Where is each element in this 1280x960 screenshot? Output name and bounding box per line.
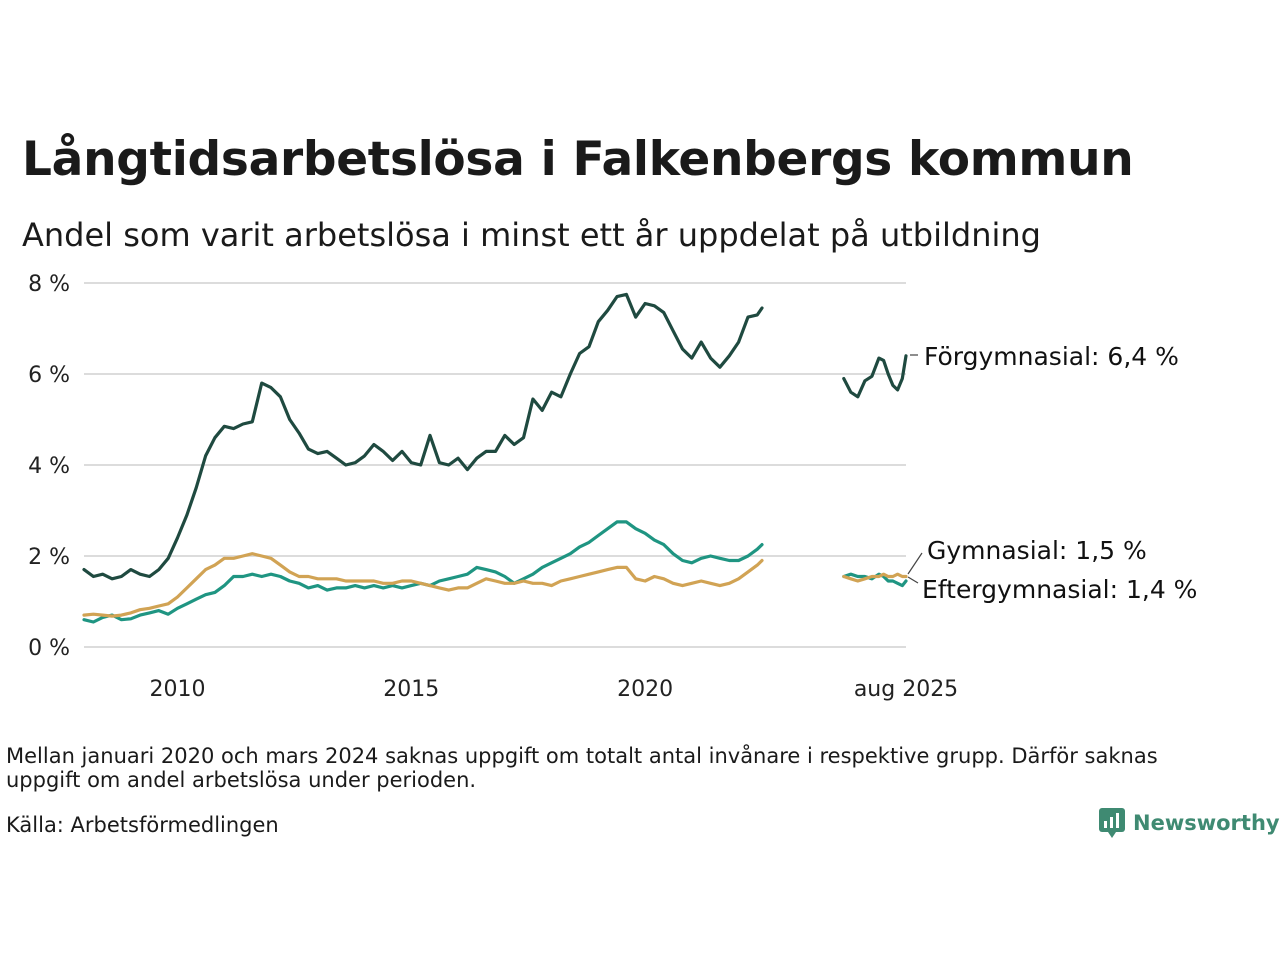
series-line-förgymnasial-1 xyxy=(842,354,908,399)
y-tick-label: 6 % xyxy=(28,363,70,388)
y-tick-label: 0 % xyxy=(28,636,70,661)
brand-name: Newsworthy xyxy=(1133,811,1280,835)
source-text: Källa: Arbetsförmedlingen xyxy=(6,813,279,837)
series-line-gymnasial-0 xyxy=(82,520,764,624)
x-tick-label: 2015 xyxy=(383,677,439,702)
bar-chart-logo-icon xyxy=(1099,808,1125,838)
series-label-gymnasial: Gymnasial: 1,5 % xyxy=(927,536,1147,565)
series-labels: Förgymnasial: 6,4 % Gymnasial: 1,5 % Efter… xyxy=(907,342,1197,604)
x-tick-label: 2020 xyxy=(617,677,673,702)
line-chart: 0 % 2 % 4 % 6 % 8 % 2010 2015 2020 aug 2025 För… xyxy=(28,272,1197,702)
x-axis: 2010 2015 2020 aug 2025 xyxy=(150,677,959,702)
label-leader-gymnasial xyxy=(907,552,923,575)
series-line-eftergymnasial-1 xyxy=(842,572,908,583)
x-tick-label: aug 2025 xyxy=(854,677,958,702)
series-label-förgymnasial: Förgymnasial: 6,4 % xyxy=(924,342,1179,371)
series-line-förgymnasial-0 xyxy=(82,292,764,581)
footnote: Mellan januari 2020 och mars 2024 saknas… xyxy=(6,744,1158,792)
label-leader-eftergymnasial xyxy=(907,576,919,584)
y-tick-label: 8 % xyxy=(28,272,70,297)
brand-logo[interactable]: Newsworthy xyxy=(1099,808,1280,838)
y-tick-label: 2 % xyxy=(28,545,70,570)
y-tick-label: 4 % xyxy=(28,454,70,479)
series-lines xyxy=(82,292,908,624)
x-tick-label: 2010 xyxy=(150,677,206,702)
chart-title: Långtidsarbetslösa i Falkenbergs kommun xyxy=(22,132,1134,187)
series-line-eftergymnasial-0 xyxy=(82,552,764,618)
chart-subtitle: Andel som varit arbetslösa i minst ett å… xyxy=(22,216,1041,254)
series-label-eftergymnasial: Eftergymnasial: 1,4 % xyxy=(922,575,1197,604)
grid-lines xyxy=(84,282,906,648)
y-axis: 0 % 2 % 4 % 6 % 8 % xyxy=(28,272,70,661)
